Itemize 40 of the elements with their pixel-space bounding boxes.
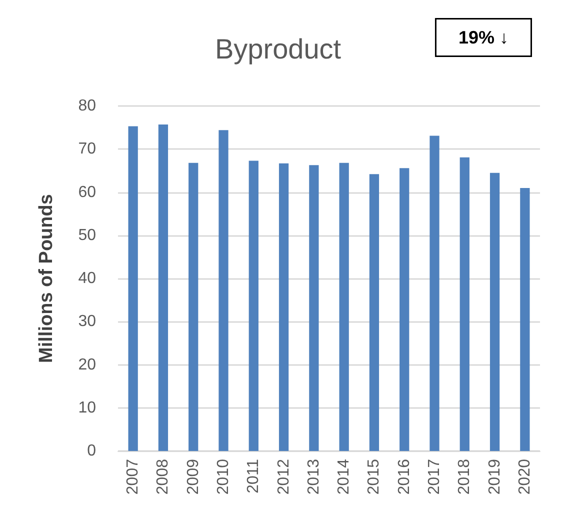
x-tick-label: 2010 bbox=[215, 458, 232, 495]
bar bbox=[369, 174, 380, 451]
bar bbox=[430, 136, 440, 451]
y-tick-label: 40 bbox=[78, 270, 96, 287]
x-tick-label: 2011 bbox=[245, 458, 262, 494]
y-tick-label: 50 bbox=[78, 226, 96, 244]
x-tick-label: 2016 bbox=[396, 458, 413, 495]
bar bbox=[128, 126, 138, 451]
x-tick-label: 2008 bbox=[154, 458, 172, 495]
y-tick-label: 10 bbox=[78, 399, 96, 416]
bar bbox=[248, 160, 258, 451]
chart-title: Byproduct bbox=[215, 34, 342, 64]
y-tick-label: 80 bbox=[78, 98, 96, 114]
y-tick-label: 60 bbox=[78, 184, 96, 201]
bar bbox=[490, 172, 500, 451]
bar bbox=[400, 168, 410, 451]
x-tick-label: 2014 bbox=[336, 458, 353, 495]
bar bbox=[460, 157, 470, 451]
y-tick-label: 70 bbox=[78, 140, 96, 158]
x-tick-label: 2020 bbox=[516, 458, 534, 495]
x-tick-label: 2009 bbox=[184, 458, 202, 495]
bar bbox=[158, 124, 168, 451]
y-tick-label: 0 bbox=[87, 442, 96, 460]
y-tick-label: 30 bbox=[78, 313, 96, 330]
x-tick-label: 2019 bbox=[486, 458, 504, 495]
x-tick-label: 2007 bbox=[124, 458, 142, 495]
x-tick-label: 2018 bbox=[456, 458, 474, 495]
bar bbox=[188, 162, 198, 451]
x-tick-label: 2015 bbox=[366, 458, 383, 495]
bar bbox=[309, 165, 319, 451]
y-axis-title: Millions of Pounds bbox=[36, 194, 57, 363]
bar bbox=[339, 162, 349, 451]
x-tick-label: 2012 bbox=[275, 458, 292, 495]
x-tick-label: 2013 bbox=[305, 458, 322, 495]
bar bbox=[278, 163, 289, 451]
text: 19% ↓ bbox=[458, 28, 509, 48]
x-tick-label: 2017 bbox=[426, 458, 443, 495]
bar bbox=[218, 130, 228, 451]
y-tick-label: 20 bbox=[78, 356, 96, 374]
bar bbox=[520, 188, 530, 451]
